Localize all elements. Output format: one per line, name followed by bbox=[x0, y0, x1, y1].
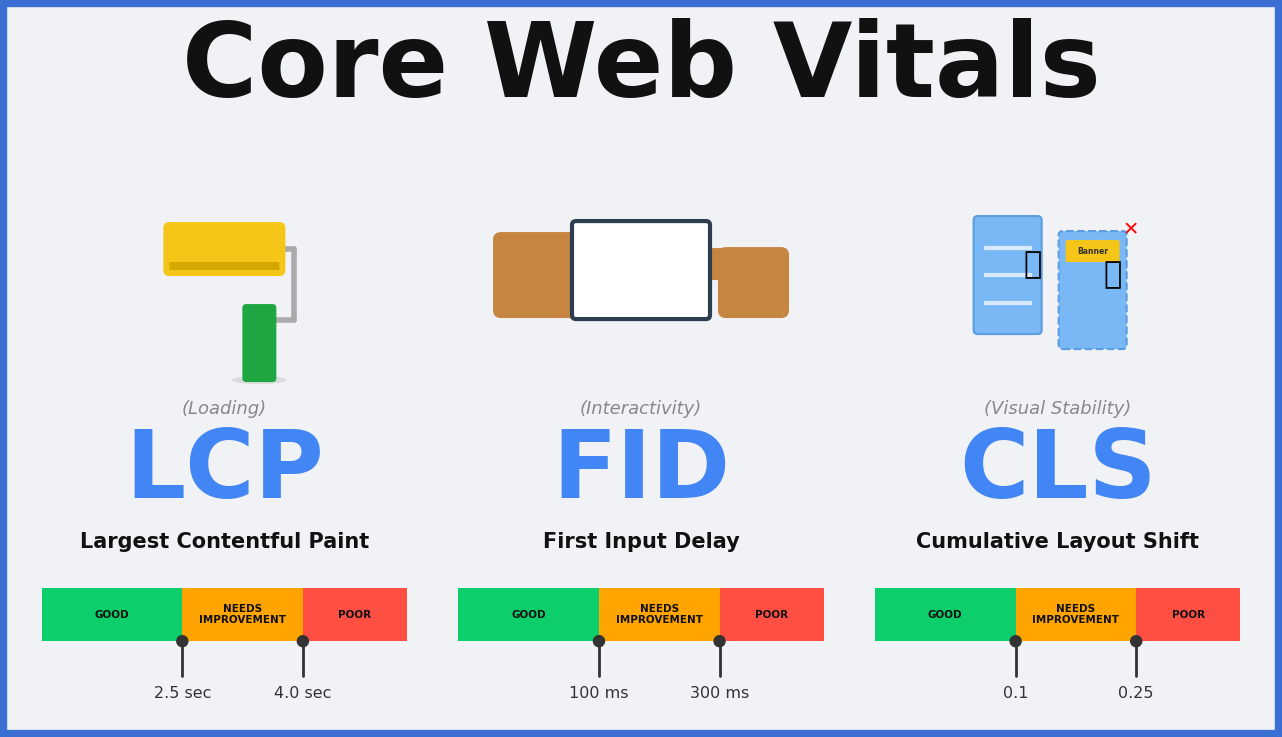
FancyBboxPatch shape bbox=[494, 232, 579, 318]
Text: 👉: 👉 bbox=[1104, 261, 1122, 290]
Text: Cumulative Layout Shift: Cumulative Layout Shift bbox=[917, 531, 1199, 552]
Text: POOR: POOR bbox=[755, 609, 788, 620]
Text: 0.1: 0.1 bbox=[1003, 686, 1028, 701]
Bar bbox=[719, 588, 823, 641]
FancyBboxPatch shape bbox=[696, 248, 762, 280]
Text: ✕: ✕ bbox=[1123, 220, 1138, 240]
Text: (Loading): (Loading) bbox=[182, 400, 267, 418]
FancyBboxPatch shape bbox=[1059, 231, 1127, 349]
Text: FID: FID bbox=[553, 426, 729, 517]
Bar bbox=[459, 588, 599, 641]
Bar bbox=[874, 588, 1015, 641]
Bar bbox=[303, 588, 408, 641]
Text: (Interactivity): (Interactivity) bbox=[579, 400, 703, 418]
Text: CLS: CLS bbox=[959, 426, 1156, 517]
Bar bbox=[1015, 588, 1136, 641]
Bar bbox=[599, 588, 719, 641]
Text: POOR: POOR bbox=[338, 609, 372, 620]
Circle shape bbox=[1131, 636, 1142, 646]
Text: LCP: LCP bbox=[124, 426, 324, 517]
Bar bbox=[182, 588, 303, 641]
Text: 2.5 sec: 2.5 sec bbox=[154, 686, 212, 701]
Text: GOOD: GOOD bbox=[512, 609, 546, 620]
Text: GOOD: GOOD bbox=[928, 609, 963, 620]
Bar bbox=[42, 588, 182, 641]
FancyBboxPatch shape bbox=[973, 216, 1042, 334]
Text: GOOD: GOOD bbox=[95, 609, 129, 620]
Text: 0.25: 0.25 bbox=[1118, 686, 1154, 701]
Text: 👉: 👉 bbox=[1023, 251, 1042, 279]
FancyBboxPatch shape bbox=[572, 221, 710, 319]
Circle shape bbox=[1010, 636, 1022, 646]
Text: (Visual Stability): (Visual Stability) bbox=[985, 400, 1131, 418]
Text: First Input Delay: First Input Delay bbox=[542, 531, 740, 552]
FancyBboxPatch shape bbox=[242, 304, 277, 382]
Bar bbox=[1136, 588, 1240, 641]
Text: Banner: Banner bbox=[1077, 247, 1108, 256]
Circle shape bbox=[714, 636, 726, 646]
Text: POOR: POOR bbox=[1172, 609, 1205, 620]
FancyBboxPatch shape bbox=[718, 247, 788, 318]
Circle shape bbox=[177, 636, 188, 646]
Ellipse shape bbox=[232, 376, 287, 384]
Text: NEEDS
IMPROVEMENT: NEEDS IMPROVEMENT bbox=[199, 604, 286, 626]
Circle shape bbox=[297, 636, 309, 646]
FancyBboxPatch shape bbox=[169, 262, 279, 270]
Text: NEEDS
IMPROVEMENT: NEEDS IMPROVEMENT bbox=[1032, 604, 1119, 626]
FancyBboxPatch shape bbox=[1065, 240, 1119, 262]
FancyBboxPatch shape bbox=[582, 231, 700, 309]
Text: Core Web Vitals: Core Web Vitals bbox=[182, 18, 1100, 119]
Text: Largest Contentful Paint: Largest Contentful Paint bbox=[79, 531, 369, 552]
FancyBboxPatch shape bbox=[163, 222, 286, 276]
Circle shape bbox=[594, 636, 605, 646]
Text: 300 ms: 300 ms bbox=[690, 686, 749, 701]
Text: 100 ms: 100 ms bbox=[569, 686, 628, 701]
Text: 4.0 sec: 4.0 sec bbox=[274, 686, 332, 701]
Text: NEEDS
IMPROVEMENT: NEEDS IMPROVEMENT bbox=[615, 604, 703, 626]
